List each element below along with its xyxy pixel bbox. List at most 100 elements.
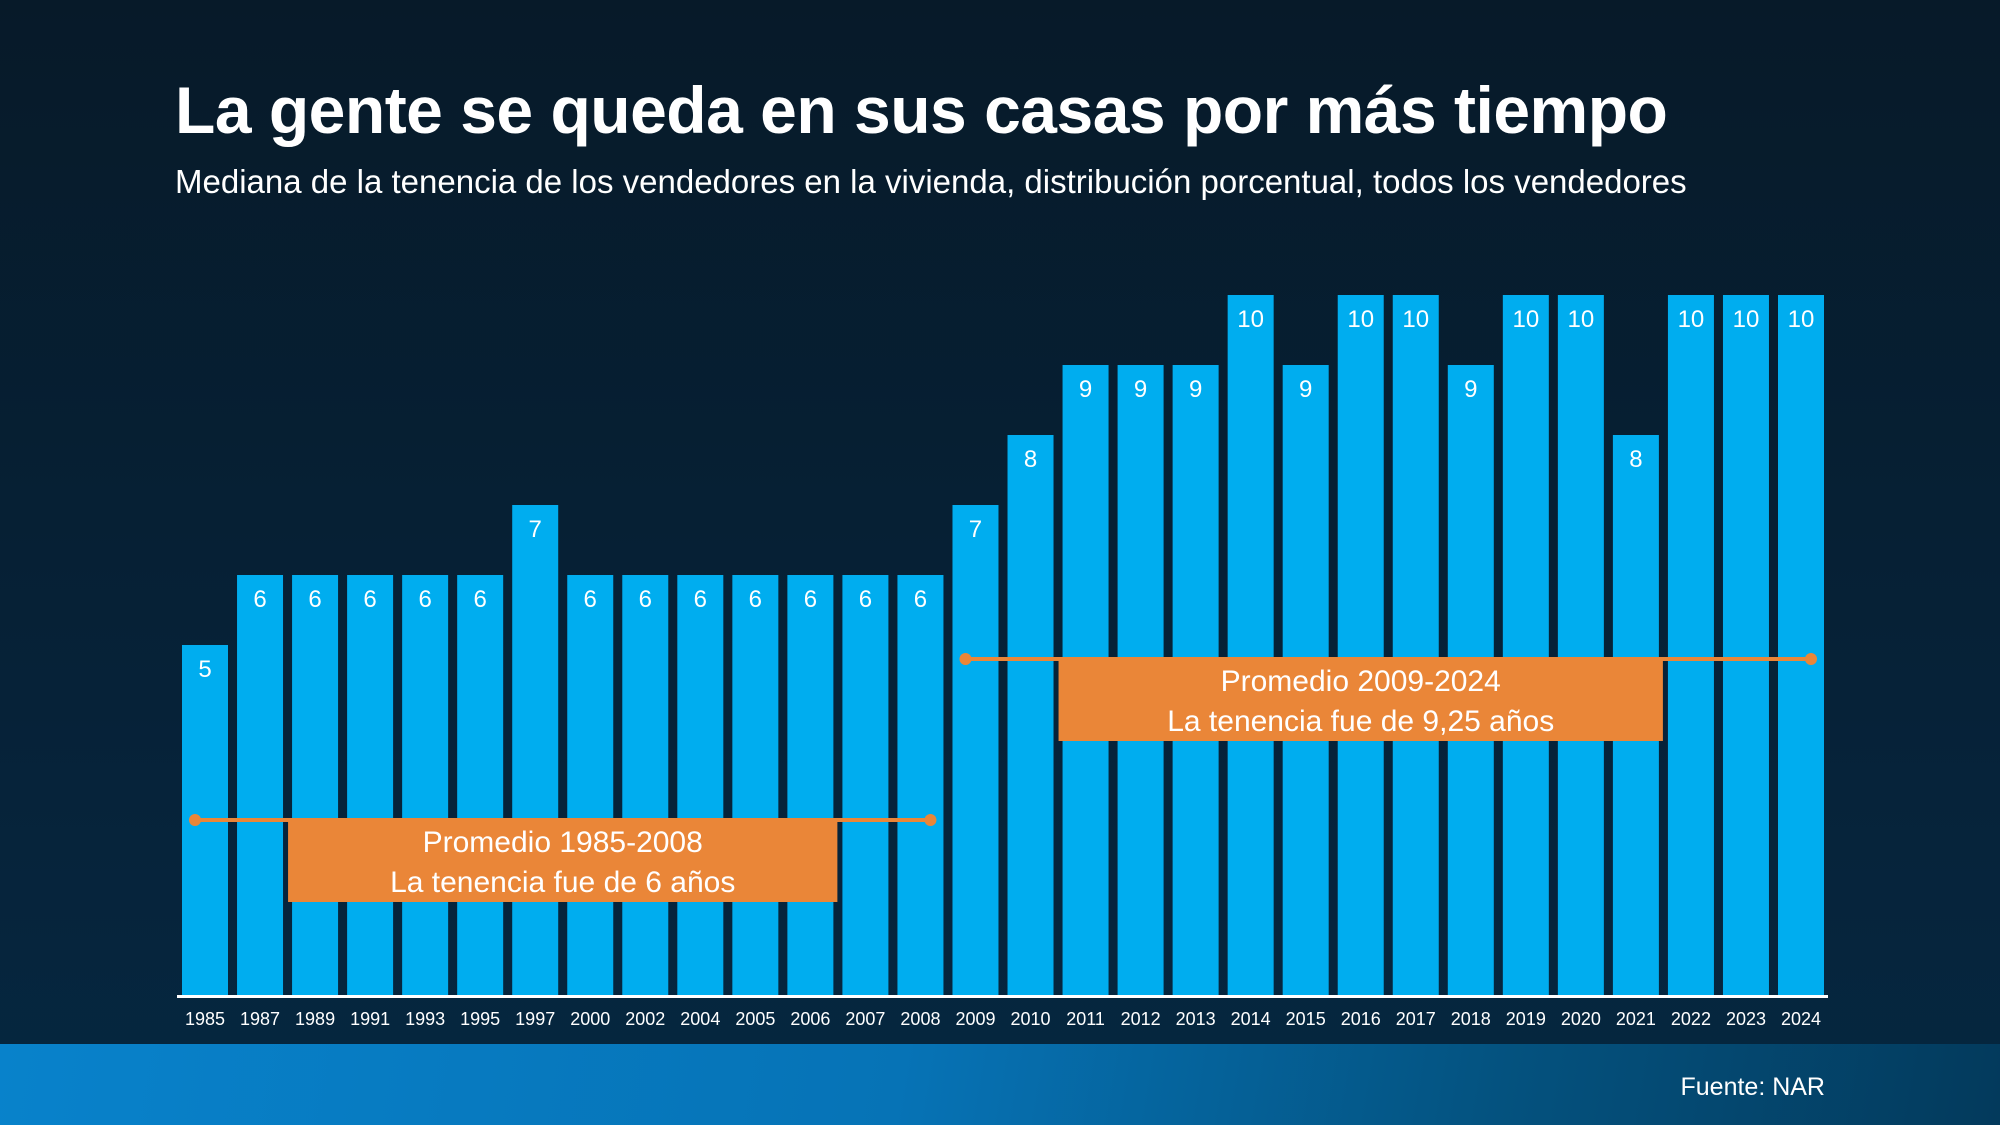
bar-value-label: 7 xyxy=(529,516,542,543)
bar-2000 xyxy=(567,575,614,995)
bar-value-label: 10 xyxy=(1512,306,1539,333)
bar-2004 xyxy=(677,575,724,995)
bar-2006 xyxy=(787,575,834,995)
annotation-title: Promedio 2009-2024 xyxy=(1221,665,1501,698)
bar-value-label: 8 xyxy=(1629,446,1642,473)
x-tick-label: 2018 xyxy=(1451,1009,1491,1029)
bar-value-label: 6 xyxy=(584,586,597,613)
x-tick-label: 2004 xyxy=(680,1009,720,1029)
x-tick-label: 2005 xyxy=(735,1009,775,1029)
x-tick-label: 2007 xyxy=(845,1009,885,1029)
x-tick-label: 2019 xyxy=(1506,1009,1546,1029)
range-end-dot xyxy=(924,814,937,826)
range-end-dot xyxy=(1805,653,1817,665)
range-start-dot xyxy=(959,653,972,665)
bar-value-label: 6 xyxy=(308,586,321,613)
bar-value-label: 9 xyxy=(1299,376,1312,403)
bar-2024 xyxy=(1778,295,1824,995)
bar-chart: 5 6 6 6 6 6 7 6 6 6 6 6 6 6 7 8 9 9 9 10 9 10 10 9 10 10 8 10 10 10 1… xyxy=(182,295,1824,1029)
bar-2014 xyxy=(1227,295,1274,995)
x-tick-label: 2008 xyxy=(900,1009,940,1029)
x-tick-label: 2020 xyxy=(1561,1009,1601,1029)
x-tick-label: 1995 xyxy=(460,1009,500,1029)
bar-1991 xyxy=(347,575,394,995)
bar-value-label: 6 xyxy=(859,586,872,613)
x-tick-label: 1989 xyxy=(295,1009,335,1029)
annotation-detail: La tenencia fue de 6 años xyxy=(390,866,735,899)
bar-1993 xyxy=(402,575,449,995)
bar-value-label: 9 xyxy=(1189,376,1202,403)
bar-2019 xyxy=(1502,295,1549,995)
x-tick-label: 2021 xyxy=(1616,1009,1656,1029)
bar-2002 xyxy=(622,575,669,995)
bar-2020 xyxy=(1557,295,1604,995)
x-tick-label: 2010 xyxy=(1010,1009,1050,1029)
chart-subtitle: Mediana de la tenencia de los vendedores… xyxy=(175,163,1687,200)
bar-2005 xyxy=(732,575,779,995)
bar-value-label: 6 xyxy=(473,586,486,613)
bar-2016 xyxy=(1337,295,1384,995)
bar-value-label: 9 xyxy=(1134,376,1147,403)
bar-2017 xyxy=(1392,295,1439,995)
x-tick-label: 2012 xyxy=(1121,1009,1161,1029)
x-tick-label: 2016 xyxy=(1341,1009,1381,1029)
bar-1995 xyxy=(457,575,504,995)
bar-value-label: 8 xyxy=(1024,446,1037,473)
x-tick-label: 1991 xyxy=(350,1009,390,1029)
bar-value-label: 10 xyxy=(1347,306,1374,333)
x-tick-label: 2022 xyxy=(1671,1009,1711,1029)
bar-value-label: 6 xyxy=(914,586,927,613)
x-tick-label: 2011 xyxy=(1066,1009,1105,1029)
bar-value-label: 6 xyxy=(804,586,817,613)
bar-value-label: 10 xyxy=(1402,306,1429,333)
chart-title: La gente se queda en sus casas por más t… xyxy=(175,73,1668,147)
x-tick-label: 1987 xyxy=(240,1009,280,1029)
annotation-1: Promedio 1985-2008 La tenencia fue de 6 a… xyxy=(189,814,937,902)
bar-value-label: 6 xyxy=(639,586,652,613)
bar-2023 xyxy=(1722,295,1769,995)
x-tick-label: 2002 xyxy=(625,1009,665,1029)
x-tick-label: 2023 xyxy=(1726,1009,1766,1029)
source-note: Fuente: NAR xyxy=(1680,1073,1825,1101)
bar-1989 xyxy=(292,575,339,995)
bar-2009 xyxy=(952,505,999,995)
annotation-title: Promedio 1985-2008 xyxy=(423,826,703,859)
bar-value-label: 10 xyxy=(1733,306,1760,333)
annotation-2: Promedio 2009-2024 La tenencia fue de 9,2… xyxy=(959,653,1817,741)
bar-value-label: 10 xyxy=(1678,306,1705,333)
bar-value-label: 10 xyxy=(1568,306,1595,333)
bar-value-label: 10 xyxy=(1237,306,1264,333)
annotation-box xyxy=(1058,657,1663,741)
bar-value-label: 6 xyxy=(253,586,266,613)
x-tick-labels-group: 1985 1987 1989 1991 1993 1995 1997 2000 2002 2004… xyxy=(185,1009,1821,1029)
bar-value-label: 6 xyxy=(363,586,376,613)
x-tick-label: 1993 xyxy=(405,1009,445,1029)
annotation-box xyxy=(288,818,838,902)
bar-value-label: 9 xyxy=(1079,376,1092,403)
annotations-group: Promedio 1985-2008 La tenencia fue de 6 a… xyxy=(189,653,1817,902)
bar-2010 xyxy=(1007,435,1054,995)
x-tick-label: 2017 xyxy=(1396,1009,1436,1029)
x-tick-label: 2013 xyxy=(1176,1009,1216,1029)
footer-band: Fuente: NAR xyxy=(0,1044,2000,1125)
annotation-detail: La tenencia fue de 9,25 años xyxy=(1167,705,1554,738)
bar-value-label: 5 xyxy=(198,656,211,683)
x-tick-label: 1985 xyxy=(185,1009,225,1029)
x-tick-label: 2009 xyxy=(955,1009,995,1029)
bar-value-label: 6 xyxy=(694,586,707,613)
bar-value-label: 6 xyxy=(418,586,431,613)
x-tick-label: 2000 xyxy=(570,1009,610,1029)
x-tick-label: 2014 xyxy=(1231,1009,1271,1029)
bar-2007 xyxy=(842,575,889,995)
x-tick-label: 2015 xyxy=(1286,1009,1326,1029)
bar-value-label: 10 xyxy=(1788,306,1815,333)
range-start-dot xyxy=(189,814,201,826)
bar-2008 xyxy=(897,575,944,995)
x-tick-label: 1997 xyxy=(515,1009,555,1029)
bar-2022 xyxy=(1667,295,1714,995)
bar-value-label: 6 xyxy=(749,586,762,613)
bar-value-label: 7 xyxy=(969,516,982,543)
bar-1997 xyxy=(512,505,559,995)
bars-group xyxy=(182,295,1824,995)
bar-1987 xyxy=(237,575,284,995)
